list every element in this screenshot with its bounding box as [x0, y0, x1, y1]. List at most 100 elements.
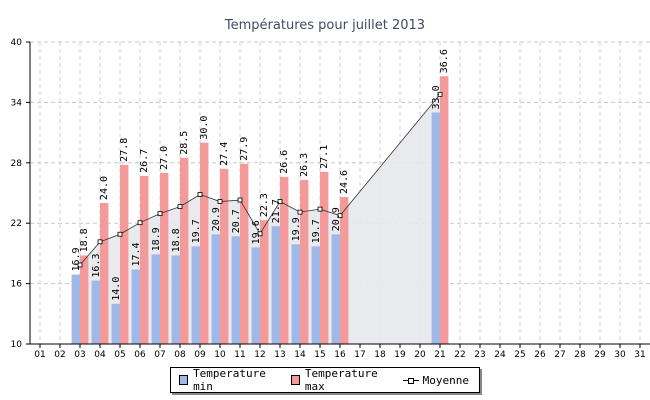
data-label-min: 19.9 [291, 217, 302, 241]
mean-point [157, 211, 163, 217]
mean-point [337, 213, 343, 219]
data-label-max: 27.1 [319, 145, 330, 169]
x-tick-label: 17 [354, 350, 365, 360]
mean-point [257, 231, 263, 237]
data-label-min: 21.7 [271, 199, 282, 223]
legend-label-min: Temperature min [193, 367, 266, 393]
mean-point [237, 197, 243, 203]
mean-point [77, 262, 83, 268]
data-label-max: 30.0 [199, 116, 210, 140]
mean-area [80, 94, 440, 344]
y-tick-label: 16 [11, 280, 23, 290]
bar-min [331, 234, 340, 344]
x-tick-label: 23 [474, 350, 485, 360]
data-label-min: 20.9 [211, 207, 222, 231]
mean-point [217, 199, 223, 204]
x-tick-label: 24 [494, 350, 506, 360]
legend-item-min: Temperature min [179, 367, 281, 393]
bar-min [131, 269, 140, 344]
x-tick-label: 02 [54, 350, 65, 360]
mean-point [297, 209, 303, 215]
data-label-min: 33.0 [431, 85, 442, 109]
bar-max [340, 197, 349, 344]
x-tick-label: 26 [534, 350, 546, 360]
x-tick-label: 04 [94, 350, 106, 360]
x-tick-label: 21 [434, 350, 445, 360]
bar-min [91, 280, 100, 344]
data-label-max: 24.6 [339, 170, 350, 194]
data-label-max: 24.0 [99, 176, 110, 200]
bar-max [440, 76, 449, 344]
mean-point [137, 220, 143, 226]
data-label-min: 18.9 [151, 227, 162, 251]
chart-title: Températures pour juillet 2013 [224, 18, 425, 33]
bar-min [191, 246, 200, 344]
data-label-max: 27.9 [239, 137, 250, 161]
mean-point [437, 91, 443, 97]
data-label-min: 19.6 [251, 220, 262, 244]
mean-point [277, 199, 283, 204]
x-tick-label: 31 [634, 350, 645, 360]
x-tick-label: 25 [514, 350, 525, 360]
bar-min [151, 254, 160, 344]
bar-min [431, 112, 440, 344]
bar-max [260, 220, 269, 344]
legend-swatch-max [290, 375, 300, 385]
x-tick-label: 19 [394, 350, 406, 360]
y-tick-label: 10 [11, 340, 23, 350]
data-label-max: 26.6 [279, 150, 290, 174]
x-tick-label: 05 [114, 350, 125, 360]
data-label-max: 26.3 [299, 153, 310, 177]
x-tick-label: 14 [294, 350, 306, 360]
bar-max [200, 142, 209, 344]
bar-max [300, 179, 309, 344]
x-tick-label: 12 [254, 350, 265, 360]
bar-max [280, 176, 289, 344]
data-label-max: 27.0 [159, 146, 170, 170]
x-tick-label: 27 [554, 350, 565, 360]
bar-max [220, 168, 229, 344]
mean-point [117, 231, 123, 237]
x-tick-label: 15 [314, 350, 325, 360]
x-tick-label: 09 [194, 350, 206, 360]
data-label-max: 26.7 [139, 149, 150, 173]
legend-swatch-mean [402, 375, 419, 385]
mean-point [317, 206, 323, 212]
x-tick-label: 08 [174, 350, 186, 360]
data-label-max: 27.8 [119, 138, 130, 162]
data-label-min: 20.7 [231, 209, 242, 233]
bar-min [211, 234, 220, 344]
data-label-min: 16.3 [91, 253, 102, 277]
y-tick-label: 40 [11, 38, 23, 48]
data-label-min: 17.4 [131, 242, 142, 266]
x-tick-label: 16 [334, 350, 346, 360]
x-tick-label: 03 [74, 350, 85, 360]
data-label-min: 18.8 [171, 228, 182, 252]
legend-item-mean: Moyenne [402, 374, 469, 387]
data-label-max: 27.4 [219, 142, 230, 166]
x-tick-label: 28 [574, 350, 586, 360]
bar-min [311, 246, 320, 344]
data-label-max: 18.8 [79, 228, 90, 252]
x-tick-label: 30 [614, 350, 626, 360]
bar-max [140, 175, 149, 344]
legend: Temperature min Temperature max Moyenne [170, 367, 480, 393]
x-tick-label: 29 [594, 350, 606, 360]
x-tick-label: 10 [214, 350, 226, 360]
bar-max [240, 163, 249, 344]
legend-item-max: Temperature max [290, 367, 393, 393]
bar-max [320, 171, 329, 344]
bar-max [180, 157, 189, 344]
bar-max [100, 203, 109, 344]
bar-min [231, 236, 240, 344]
bar-min [251, 247, 260, 344]
data-label-min: 14.0 [111, 277, 122, 301]
bar-min [171, 255, 180, 344]
data-label-min: 20.9 [331, 207, 342, 231]
mean-point [97, 239, 103, 245]
y-tick-label: 34 [11, 98, 23, 108]
data-label-max: 28.5 [179, 131, 190, 155]
x-tick-label: 11 [234, 350, 245, 360]
bar-min [291, 244, 300, 344]
